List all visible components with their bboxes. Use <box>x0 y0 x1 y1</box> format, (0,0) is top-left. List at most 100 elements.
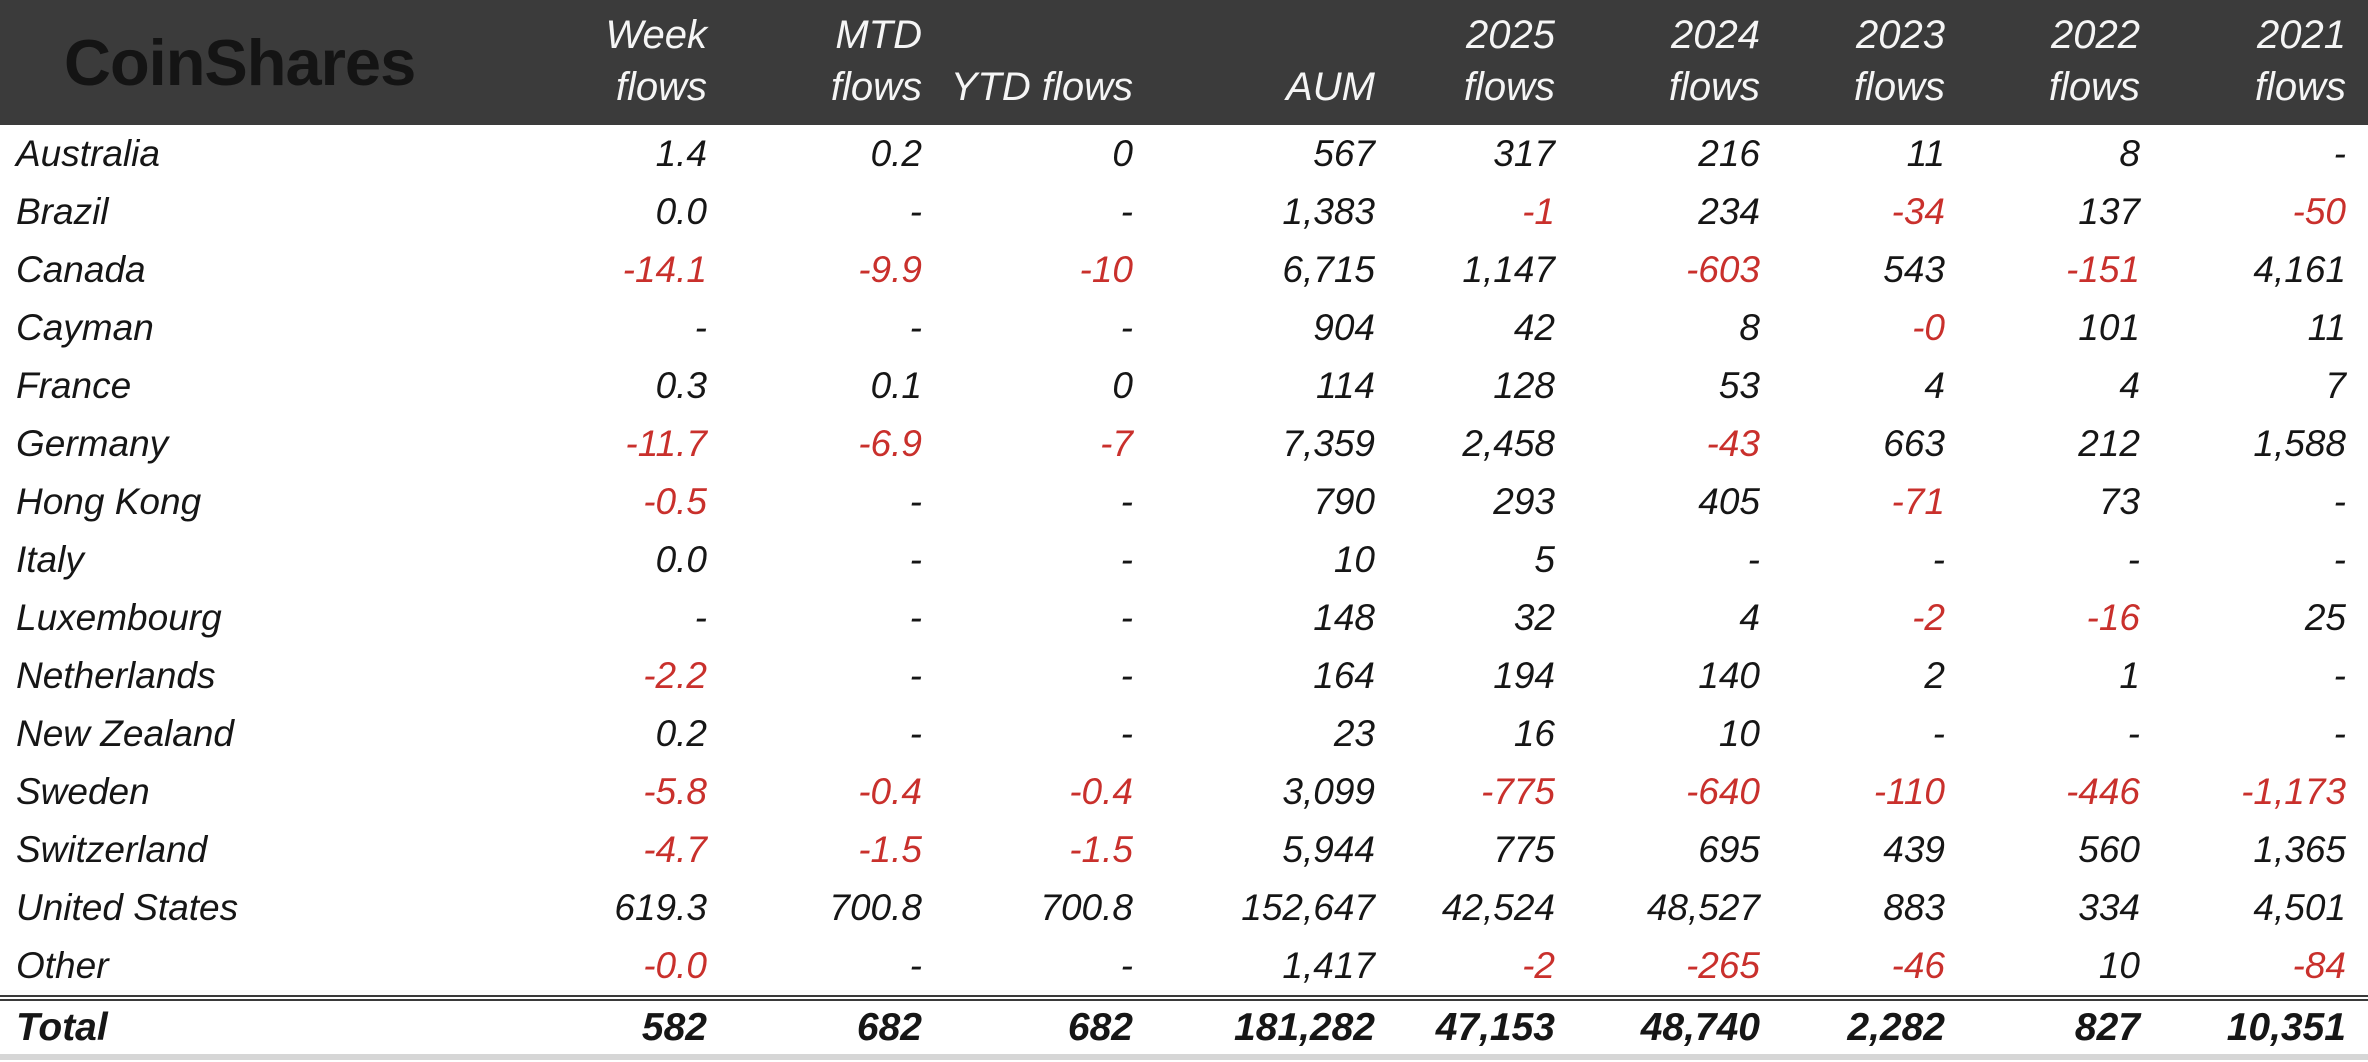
value-cell: 152,647 <box>1241 887 1375 928</box>
table-row: New Zealand 0.2 - - 23 16 10 - - - <box>0 705 2368 763</box>
value-cell: -7 <box>1100 423 1133 464</box>
total-value-cell: 181,282 <box>1155 995 1397 1054</box>
country-cell: France <box>16 365 132 406</box>
value-cell: -2.2 <box>643 655 707 696</box>
col-header-ytd-flows: YTD flows <box>944 0 1155 125</box>
value-cell: - <box>1120 945 1133 986</box>
value-cell: 567 <box>1313 133 1375 174</box>
value-cell: 775 <box>1493 829 1555 870</box>
value-cell: - <box>1120 597 1133 638</box>
value-cell: - <box>2333 481 2346 522</box>
value-cell: 2,458 <box>1462 423 1555 464</box>
value-cell: 5 <box>1534 539 1555 580</box>
value-cell: -11.7 <box>625 423 707 464</box>
value-cell: 543 <box>1883 249 1945 290</box>
col-header-2023-flows: 2023 flows <box>1782 0 1967 125</box>
value-cell: 1,417 <box>1282 945 1375 986</box>
value-cell: 317 <box>1493 133 1555 174</box>
value-cell: -34 <box>1891 191 1945 232</box>
value-cell: - <box>1932 539 1945 580</box>
header-row: CoinShares Week flows MTD flows YTD flow… <box>0 0 2368 125</box>
value-cell: - <box>1120 539 1133 580</box>
total-value-cell: 682 <box>729 995 944 1054</box>
value-cell: - <box>909 655 922 696</box>
value-cell: 0.1 <box>870 365 922 406</box>
value-cell: 7 <box>2325 365 2346 406</box>
value-cell: -0.5 <box>643 481 707 522</box>
value-cell: -1,173 <box>2241 771 2346 812</box>
value-cell: - <box>1120 307 1133 348</box>
value-cell: -14.1 <box>622 249 707 290</box>
country-cell: New Zealand <box>16 713 235 754</box>
table-row: United States 619.3 700.8 700.8 152,647 42,52… <box>0 879 2368 937</box>
table-row: Italy 0.0 - - 10 5 - - - - <box>0 531 2368 589</box>
value-cell: -640 <box>1685 771 1760 812</box>
col-header-mtd-flows: MTD flows <box>729 0 944 125</box>
value-cell: 0.0 <box>655 191 707 232</box>
value-cell: -16 <box>2086 597 2140 638</box>
value-cell: 700.8 <box>1040 887 1133 928</box>
value-cell: 53 <box>1718 365 1760 406</box>
value-cell: 16 <box>1513 713 1555 754</box>
value-cell: -110 <box>1873 771 1945 812</box>
value-cell: -43 <box>1706 423 1760 464</box>
value-cell: 1.4 <box>655 133 707 174</box>
table-row: Germany -11.7 -6.9 -7 7,359 2,458 -43 663 212 1,5… <box>0 415 2368 473</box>
value-cell: -6.9 <box>858 423 922 464</box>
country-cell: Canada <box>16 249 146 290</box>
table-row: Brazil 0.0 - - 1,383 -1 234 -34 137 -50 <box>0 183 2368 241</box>
value-cell: -1 <box>1522 191 1555 232</box>
total-row: Total 582 682 682 181,282 47,153 48,740 2,282 82… <box>0 995 2368 1054</box>
table-row: Canada -14.1 -9.9 -10 6,715 1,147 -603 543 -151 4… <box>0 241 2368 299</box>
table-row: Switzerland -4.7 -1.5 -1.5 5,944 775 695 439 560… <box>0 821 2368 879</box>
total-value-cell: 682 <box>944 995 1155 1054</box>
value-cell: - <box>2127 713 2140 754</box>
value-cell: 2 <box>1924 655 1945 696</box>
coinshares-logo: CoinShares <box>64 26 416 99</box>
value-cell: 3,099 <box>1282 771 1375 812</box>
value-cell: -446 <box>2065 771 2140 812</box>
total-value-cell: 10,351 <box>2162 995 2368 1054</box>
country-cell: Italy <box>16 539 84 580</box>
value-cell: - <box>909 597 922 638</box>
value-cell: -0 <box>1912 307 1945 348</box>
table-row: Cayman - - - 904 42 8 -0 101 11 <box>0 299 2368 357</box>
value-cell: 4 <box>1924 365 1945 406</box>
value-cell: - <box>1120 655 1133 696</box>
value-cell: 194 <box>1493 655 1555 696</box>
value-cell: 4,501 <box>2253 887 2346 928</box>
country-cell: Sweden <box>16 771 150 812</box>
value-cell: 73 <box>2098 481 2140 522</box>
value-cell: 10 <box>2098 945 2140 986</box>
value-cell: 790 <box>1313 481 1375 522</box>
total-value-cell: 47,153 <box>1397 995 1577 1054</box>
table-row: Luxembourg - - - 148 32 4 -2 -16 25 <box>0 589 2368 647</box>
value-cell: 140 <box>1698 655 1760 696</box>
value-cell: 128 <box>1493 365 1555 406</box>
value-cell: 883 <box>1883 887 1945 928</box>
value-cell: - <box>909 945 922 986</box>
value-cell: 11 <box>2307 307 2346 348</box>
table-body: Australia 1.4 0.2 0 567 317 216 11 8- Brazil 0.0- -… <box>0 125 2368 998</box>
value-cell: 10 <box>1333 539 1375 580</box>
value-cell: 11 <box>1906 133 1945 174</box>
value-cell: 0.2 <box>870 133 922 174</box>
value-cell: - <box>694 307 707 348</box>
value-cell: 405 <box>1698 481 1760 522</box>
value-cell: - <box>1747 539 1760 580</box>
value-cell: -0.4 <box>858 771 922 812</box>
value-cell: 4,161 <box>2253 249 2346 290</box>
country-cell: Germany <box>16 423 169 464</box>
value-cell: - <box>909 481 922 522</box>
value-cell: 560 <box>2078 829 2140 870</box>
value-cell: -603 <box>1685 249 1760 290</box>
value-cell: - <box>1120 191 1133 232</box>
table-row: Australia 1.4 0.2 0 567 317 216 11 8 - <box>0 125 2368 183</box>
logo-cell: CoinShares <box>0 0 416 125</box>
country-cell: Cayman <box>16 307 154 348</box>
total-value-cell: 48,740 <box>1577 995 1782 1054</box>
value-cell: 0.3 <box>655 365 707 406</box>
table-row: Netherlands -2.2 - - 164 194 140 2 1 - <box>0 647 2368 705</box>
value-cell: 10 <box>1718 713 1760 754</box>
